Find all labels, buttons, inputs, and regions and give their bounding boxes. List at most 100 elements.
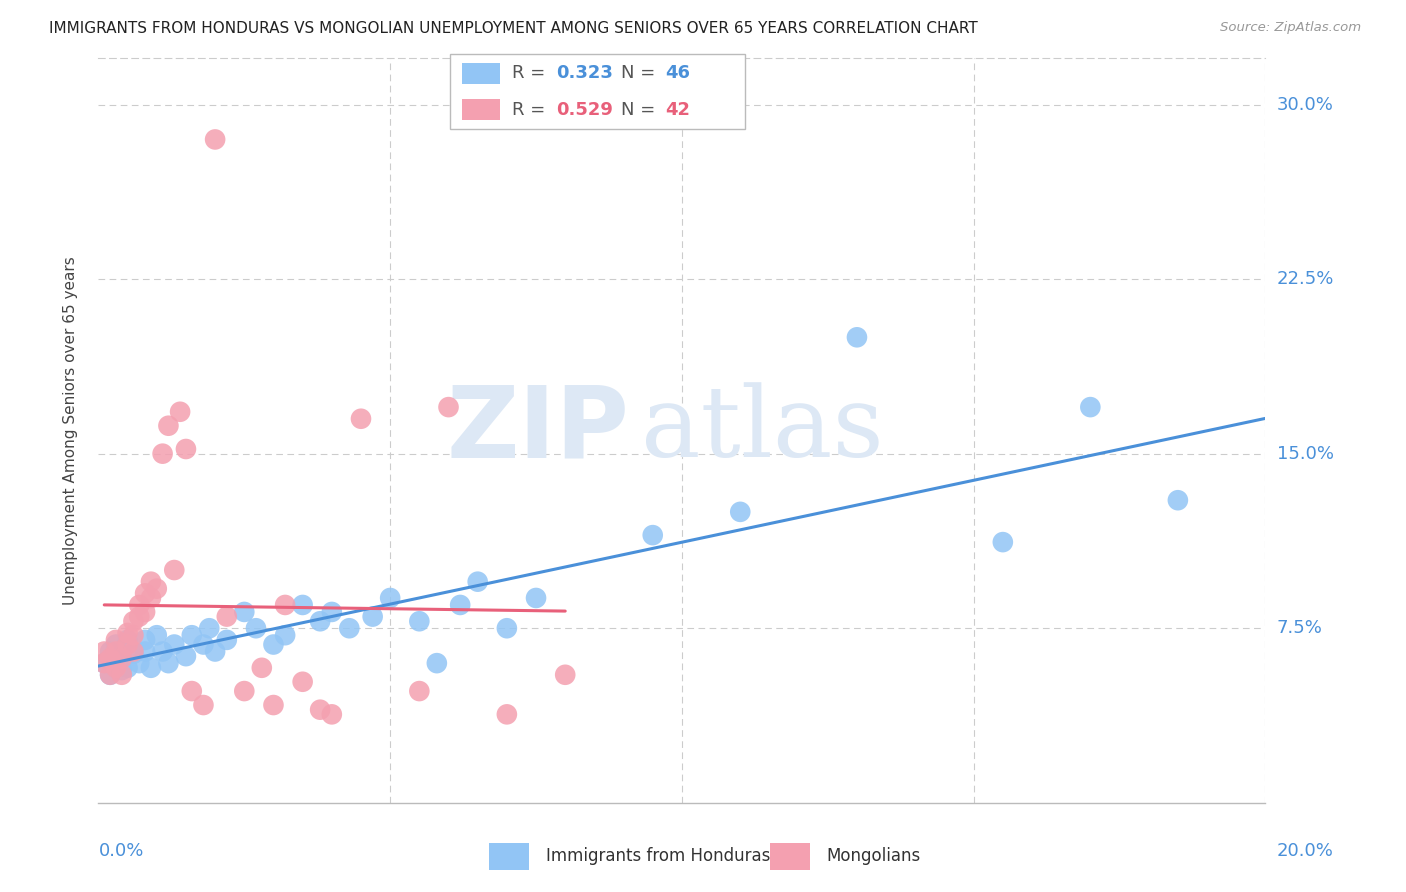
- Point: [128, 598, 150, 612]
- Point: [350, 411, 373, 425]
- Point: [309, 703, 332, 717]
- Point: [117, 626, 139, 640]
- Point: [991, 535, 1014, 549]
- Point: [524, 591, 547, 605]
- FancyBboxPatch shape: [489, 843, 529, 870]
- Text: N =: N =: [621, 101, 661, 119]
- Text: Mongolians: Mongolians: [827, 847, 921, 865]
- FancyBboxPatch shape: [450, 54, 745, 129]
- FancyBboxPatch shape: [770, 843, 810, 870]
- Point: [321, 605, 343, 619]
- Point: [174, 649, 197, 664]
- Point: [134, 644, 156, 658]
- Text: 42: 42: [665, 101, 690, 119]
- Point: [215, 632, 238, 647]
- Point: [262, 698, 284, 712]
- Point: [496, 621, 519, 635]
- Text: 46: 46: [665, 64, 690, 82]
- Point: [180, 628, 202, 642]
- Point: [1080, 400, 1102, 414]
- Point: [104, 661, 127, 675]
- Point: [98, 667, 121, 681]
- Point: [437, 400, 460, 414]
- Point: [163, 563, 186, 577]
- Text: 0.529: 0.529: [557, 101, 613, 119]
- Point: [337, 621, 360, 635]
- Point: [111, 667, 134, 681]
- Point: [111, 663, 134, 677]
- Point: [122, 647, 145, 661]
- Text: 7.5%: 7.5%: [1277, 619, 1323, 637]
- Point: [215, 609, 238, 624]
- Text: ZIP: ZIP: [447, 382, 630, 479]
- Point: [641, 528, 664, 542]
- Text: N =: N =: [621, 64, 661, 82]
- Point: [198, 621, 221, 635]
- Point: [274, 598, 297, 612]
- Point: [380, 591, 402, 605]
- Point: [111, 651, 134, 665]
- Point: [128, 656, 150, 670]
- Point: [98, 667, 121, 681]
- Point: [361, 609, 384, 624]
- Point: [134, 605, 156, 619]
- Point: [152, 447, 174, 461]
- Point: [104, 651, 127, 665]
- Point: [122, 628, 145, 642]
- Point: [274, 628, 297, 642]
- Point: [496, 707, 519, 722]
- FancyBboxPatch shape: [461, 99, 501, 120]
- Point: [93, 656, 115, 670]
- Point: [134, 586, 156, 600]
- Point: [139, 574, 162, 589]
- Text: 0.0%: 0.0%: [98, 842, 143, 860]
- Point: [233, 605, 256, 619]
- Point: [134, 632, 156, 647]
- Text: R =: R =: [512, 101, 551, 119]
- Point: [104, 638, 127, 652]
- Point: [309, 614, 332, 628]
- Point: [204, 644, 226, 658]
- Point: [174, 442, 197, 456]
- Point: [291, 598, 314, 612]
- Point: [98, 644, 121, 658]
- Text: 22.5%: 22.5%: [1277, 270, 1334, 288]
- Point: [730, 505, 752, 519]
- Point: [93, 656, 115, 670]
- Point: [291, 674, 314, 689]
- Text: 0.323: 0.323: [557, 64, 613, 82]
- Point: [157, 418, 180, 433]
- Text: 15.0%: 15.0%: [1277, 445, 1333, 463]
- Point: [139, 661, 162, 675]
- Point: [408, 684, 430, 698]
- Text: Source: ZipAtlas.com: Source: ZipAtlas.com: [1220, 21, 1361, 35]
- Point: [111, 649, 134, 664]
- Point: [146, 582, 169, 596]
- Text: IMMIGRANTS FROM HONDURAS VS MONGOLIAN UNEMPLOYMENT AMONG SENIORS OVER 65 YEARS C: IMMIGRANTS FROM HONDURAS VS MONGOLIAN UN…: [49, 21, 979, 37]
- Point: [157, 656, 180, 670]
- Point: [449, 598, 471, 612]
- FancyBboxPatch shape: [461, 62, 501, 84]
- Point: [122, 644, 145, 658]
- Point: [262, 638, 284, 652]
- Point: [117, 632, 139, 647]
- Point: [117, 661, 139, 675]
- Point: [180, 684, 202, 698]
- Text: Immigrants from Honduras: Immigrants from Honduras: [546, 847, 770, 865]
- Point: [104, 632, 127, 647]
- Point: [128, 609, 150, 624]
- Point: [104, 644, 127, 658]
- Point: [146, 628, 169, 642]
- Text: 30.0%: 30.0%: [1277, 95, 1333, 113]
- Point: [193, 698, 215, 712]
- Point: [204, 132, 226, 146]
- Point: [93, 644, 115, 658]
- Text: R =: R =: [512, 64, 551, 82]
- Point: [122, 614, 145, 628]
- Point: [169, 405, 191, 419]
- Point: [554, 667, 576, 681]
- Point: [250, 661, 273, 675]
- Point: [321, 707, 343, 722]
- Point: [1167, 493, 1189, 508]
- Point: [426, 656, 449, 670]
